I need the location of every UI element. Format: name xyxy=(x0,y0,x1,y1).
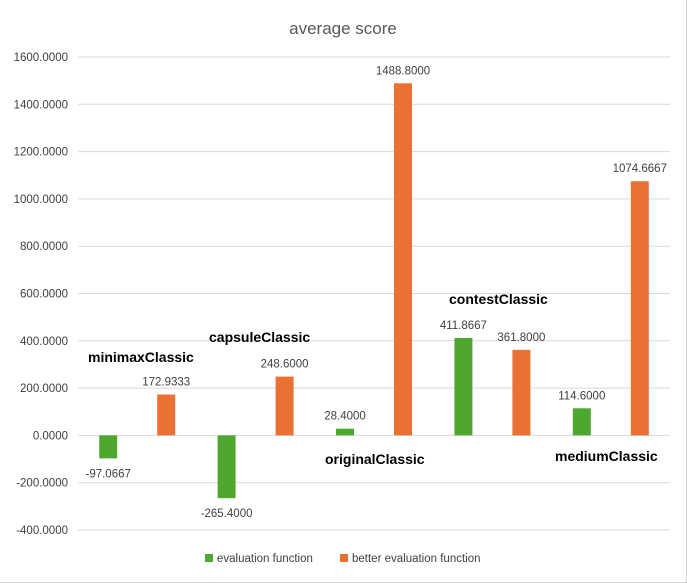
data-label: 1488.8000 xyxy=(376,65,430,77)
data-label: 411.8667 xyxy=(440,320,487,332)
bar xyxy=(454,337,473,436)
y-tick-label: -200.0000 xyxy=(16,478,68,490)
data-label: 172.9333 xyxy=(142,377,190,389)
bar xyxy=(275,376,294,436)
bar xyxy=(572,408,591,436)
category-label: capsuleClassic xyxy=(209,329,310,345)
legend-swatch xyxy=(340,554,348,562)
data-label: 114.6000 xyxy=(558,390,605,402)
bar xyxy=(394,83,412,436)
bars xyxy=(99,83,649,499)
y-tick-label: 600.0000 xyxy=(20,289,68,301)
data-labels: -97.0667 -265.4000 28.4000 411.8667 114.6000… xyxy=(85,65,666,520)
bar xyxy=(157,394,176,436)
y-tick-label: 0.0000 xyxy=(33,430,68,442)
category-label: originalClassic xyxy=(325,451,425,467)
bar xyxy=(630,181,649,436)
bar xyxy=(336,428,354,436)
y-tick-label: 1000.0000 xyxy=(14,194,68,206)
data-label: 361.8000 xyxy=(497,332,545,344)
legend: evaluation function better evaluation fun… xyxy=(205,553,481,565)
gridlines xyxy=(78,56,670,531)
bar xyxy=(99,435,118,459)
y-tick-label: 800.0000 xyxy=(20,241,68,253)
data-label: 248.6000 xyxy=(261,359,309,371)
legend-label: better evaluation function xyxy=(352,553,481,565)
y-tick-label: 200.0000 xyxy=(20,383,68,395)
data-label: 1074.6667 xyxy=(613,163,667,175)
legend-label: evaluation function xyxy=(217,553,313,565)
bar xyxy=(512,349,531,436)
y-tick-label: 1400.0000 xyxy=(14,99,68,111)
y-tick-label: -400.0000 xyxy=(16,525,68,537)
y-axis-tick-labels: 1600.0000 1400.0000 1200.0000 1000.0000 800.… xyxy=(14,52,68,537)
y-tick-label: 400.0000 xyxy=(20,336,68,348)
category-label: mediumClassic xyxy=(555,448,658,464)
data-label: 28.4000 xyxy=(324,411,366,423)
chart-title: average score xyxy=(289,19,397,38)
data-label: -97.0667 xyxy=(85,468,130,480)
category-label: minimaxClassic xyxy=(88,349,194,365)
category-label: contestClassic xyxy=(449,291,548,307)
y-tick-label: 1200.0000 xyxy=(14,147,68,159)
legend-swatch xyxy=(205,554,213,562)
y-tick-label: 1600.0000 xyxy=(14,52,68,64)
data-label: -265.4000 xyxy=(201,508,253,520)
category-labels: minimaxClassic capsuleClassic originalClas… xyxy=(88,291,658,467)
bar xyxy=(217,435,236,499)
